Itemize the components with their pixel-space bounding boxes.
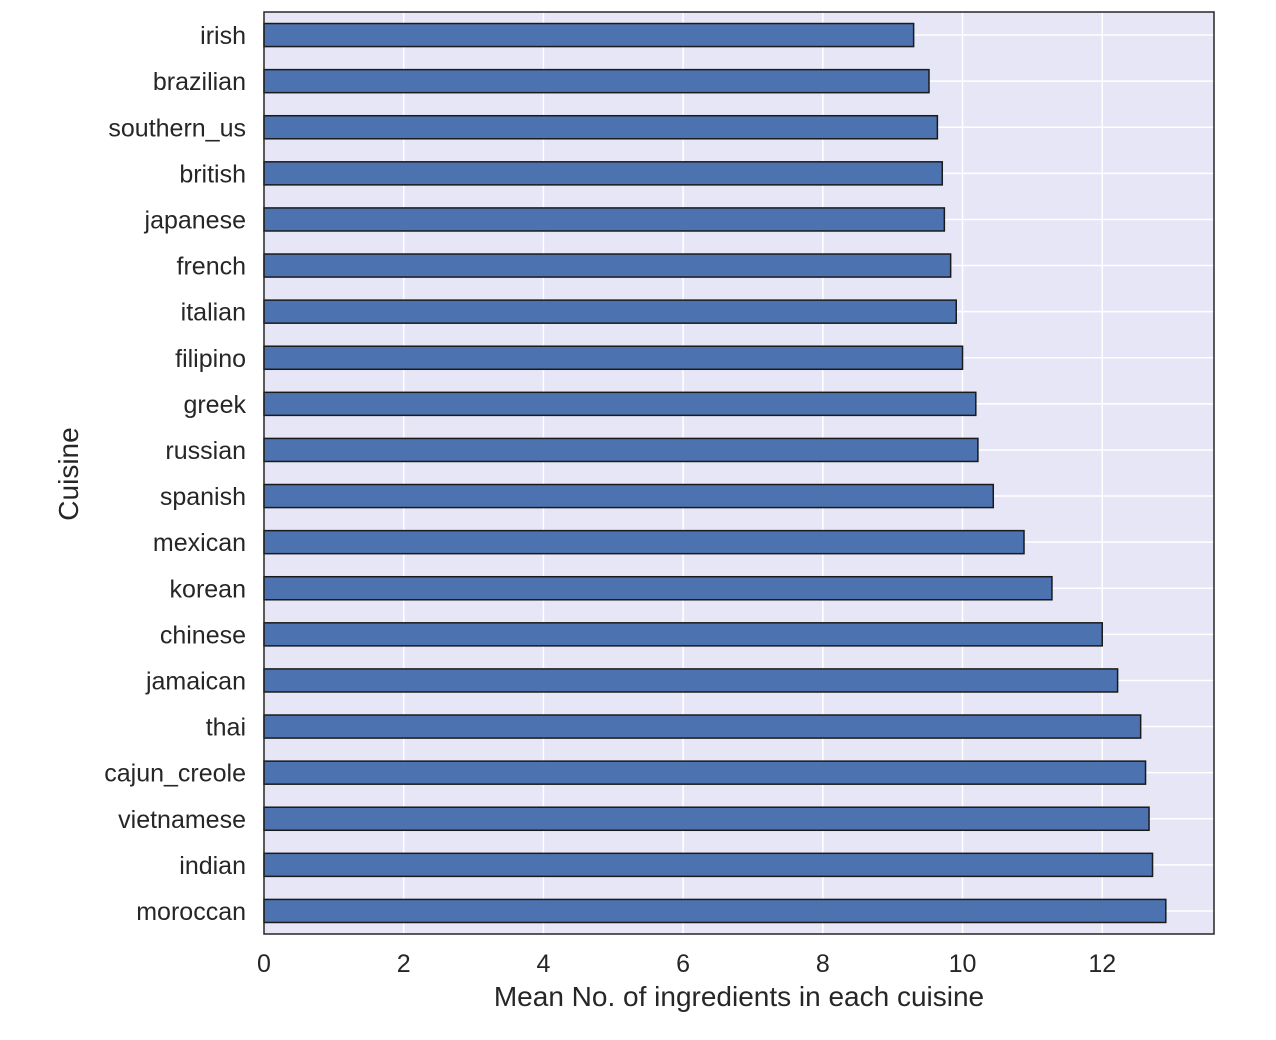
x-tick-label: 0: [257, 950, 271, 978]
x-tick-label: 8: [816, 950, 830, 978]
bar-moroccan: [263, 898, 1167, 924]
bar-filipino: [263, 345, 964, 371]
category-label: italian: [181, 299, 246, 327]
category-label: japanese: [144, 206, 246, 234]
y-axis-label: Cuisine: [53, 427, 84, 520]
bar-korean: [263, 575, 1053, 601]
bar-irish: [263, 22, 915, 48]
bar-southern_us: [263, 114, 939, 140]
category-label: mexican: [153, 529, 246, 557]
bar-indian: [263, 852, 1154, 878]
x-tick-label: 10: [949, 950, 977, 978]
bar-chinese: [263, 622, 1103, 647]
category-label: jamaican: [145, 667, 246, 695]
plot-frame: [263, 11, 1215, 935]
bars-group: [263, 22, 1167, 924]
bar-jamaican: [263, 668, 1119, 693]
bar-thai: [263, 714, 1142, 739]
category-label: british: [179, 160, 246, 188]
category-label: chinese: [160, 621, 246, 649]
category-label: cajun_creole: [104, 760, 246, 788]
bar-greek: [263, 391, 977, 417]
category-label: brazilian: [153, 68, 246, 96]
bar-spanish: [263, 483, 995, 509]
bar-vietnamese: [263, 806, 1150, 832]
category-label: russian: [165, 437, 246, 465]
x-tick-label: 12: [1088, 950, 1116, 978]
category-label: indian: [179, 852, 246, 880]
category-label: korean: [170, 575, 246, 603]
category-label: filipino: [175, 345, 246, 373]
category-label: french: [177, 253, 246, 281]
x-tick-label: 6: [676, 950, 690, 978]
x-tick-label: 4: [536, 950, 550, 978]
bar-french: [263, 253, 952, 278]
category-label: irish: [200, 22, 246, 50]
category-label: spanish: [160, 483, 246, 511]
bar-japanese: [263, 207, 946, 232]
bar-brazilian: [263, 68, 930, 94]
x-tick-labels: 0 2 4 6 8 10 12: [257, 950, 1116, 978]
category-label: greek: [183, 391, 246, 419]
category-label: thai: [206, 714, 246, 742]
bar-mexican: [263, 529, 1025, 555]
bar-italian: [263, 299, 957, 324]
bar-russian: [263, 437, 979, 463]
x-tick-label: 2: [397, 950, 411, 978]
plot-area: [264, 12, 1214, 934]
bar-cajun_creole: [263, 760, 1147, 785]
category-label: vietnamese: [118, 806, 246, 834]
x-axis-label: Mean No. of ingredients in each cuisine: [494, 981, 984, 1012]
category-label: southern_us: [108, 114, 246, 142]
bar-british: [263, 161, 944, 186]
category-label: moroccan: [136, 898, 246, 926]
